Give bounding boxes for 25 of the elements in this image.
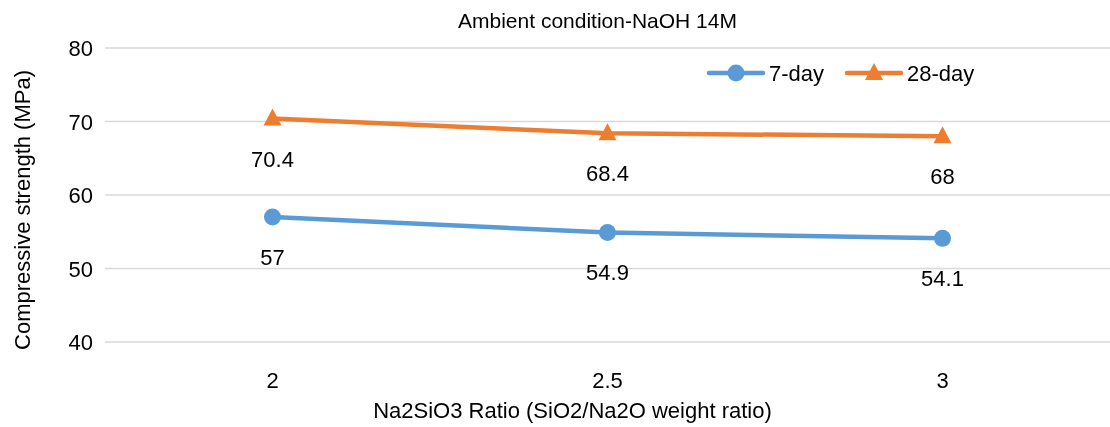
data-label: 68.4 xyxy=(586,161,629,187)
point xyxy=(934,229,951,247)
x-axis-title: Na2SiO3 Ratio (SiO2/Na2O weight ratio) xyxy=(373,398,772,423)
point xyxy=(598,123,617,141)
point xyxy=(264,208,281,226)
data-label: 54.9 xyxy=(586,260,629,286)
data-label: 68 xyxy=(930,164,955,190)
data-label: 57 xyxy=(260,245,285,271)
point xyxy=(933,126,952,144)
chart-title: Ambient condition-NaOH 14M xyxy=(458,9,737,32)
y-tick-label: 50 xyxy=(68,256,93,282)
x-tick-label: 2 xyxy=(266,368,279,393)
point xyxy=(599,223,616,241)
data-label: 54.1 xyxy=(921,266,964,292)
y-tick-label: 70 xyxy=(68,109,93,135)
y-tick-label: 60 xyxy=(68,183,93,208)
x-tick-label: 3 xyxy=(936,368,949,393)
y-tick-label: 40 xyxy=(68,330,93,355)
y-tick-label: 80 xyxy=(68,36,93,61)
data-label: 70.4 xyxy=(251,146,294,172)
y-axis-title: Compressive strength (MPa) xyxy=(10,70,35,350)
legend-label: 28-day xyxy=(907,61,975,86)
x-tick-label: 2.5 xyxy=(592,368,623,393)
legend-label: 7-day xyxy=(769,61,825,86)
point xyxy=(263,108,282,126)
